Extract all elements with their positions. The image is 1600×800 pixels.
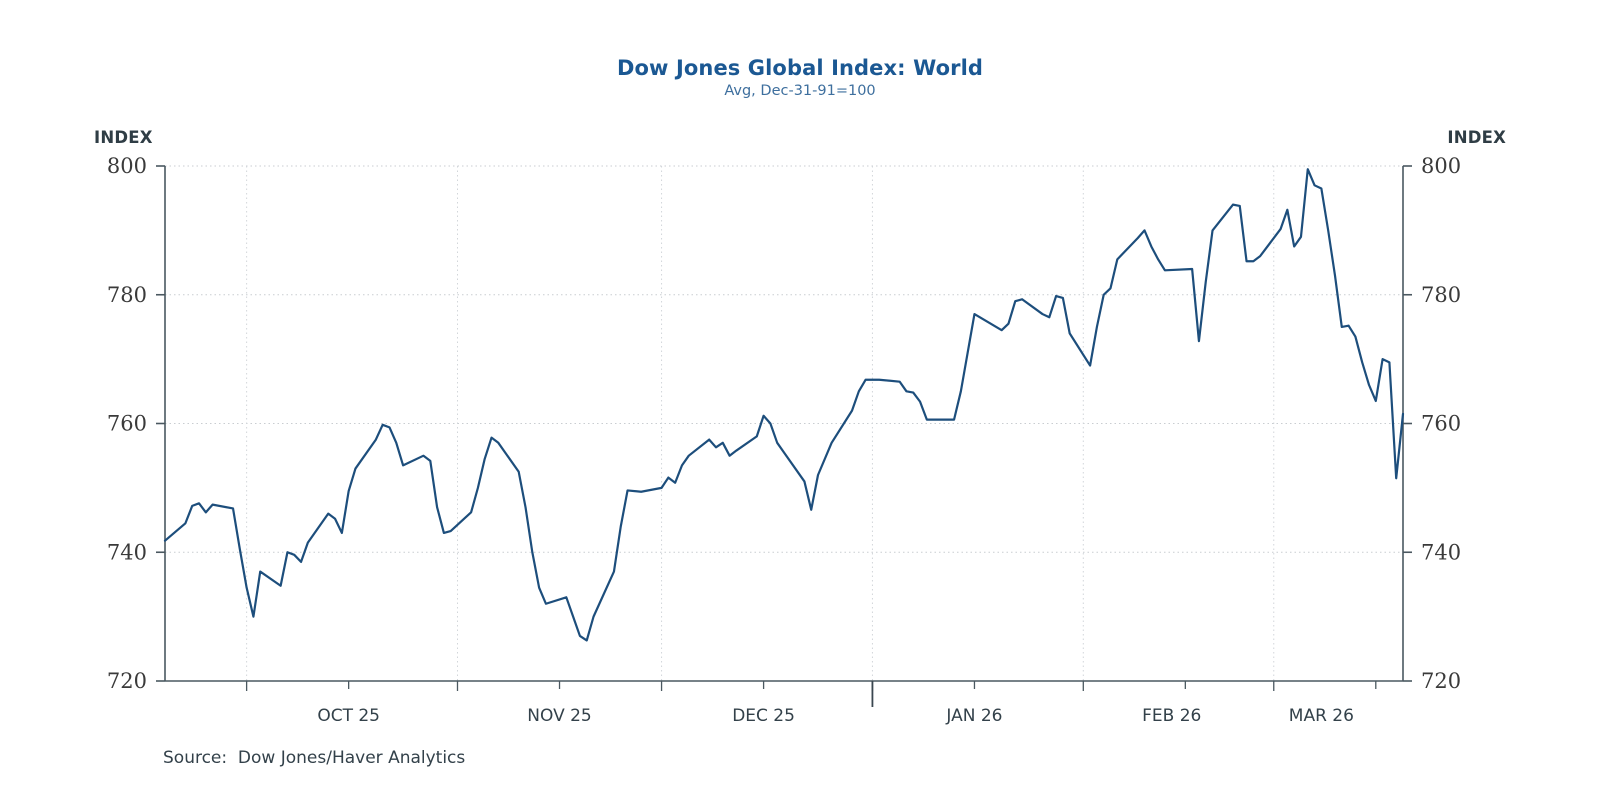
y-tick-label: 760 xyxy=(107,412,147,436)
data-series-layer xyxy=(163,168,1405,642)
y-tick-label: 800 xyxy=(107,154,147,178)
x-tick-label: MAR 26 xyxy=(1289,706,1354,726)
x-tick-label: NOV 25 xyxy=(527,706,591,726)
y-tick-label: 720 xyxy=(1421,669,1461,693)
source-note: Source: Dow Jones/Haver Analytics xyxy=(163,748,466,768)
right-axis-unit-label: INDEX xyxy=(1447,128,1506,147)
left-axis-unit-label: INDEX xyxy=(94,128,153,147)
y-tick-label: 760 xyxy=(1421,412,1461,436)
x-tick-label: FEB 26 xyxy=(1142,706,1201,726)
y-tick-label: 720 xyxy=(107,669,147,693)
title-block: Dow Jones Global Index: World Avg, Dec-3… xyxy=(0,56,1600,100)
data-line-series xyxy=(163,168,1405,642)
tick-label-layer: 720 720 740 740 760 760 780 780 800 800 OCT 25 NOV … xyxy=(107,154,1461,726)
y-tick-label: 740 xyxy=(107,540,147,564)
y-tick-label: 780 xyxy=(1421,283,1461,307)
chart-subtitle: Avg, Dec-31-91=100 xyxy=(724,83,876,100)
y-tick-label: 780 xyxy=(107,283,147,307)
x-tick-label: OCT 25 xyxy=(317,706,380,726)
y-tick-label: 800 xyxy=(1421,154,1461,178)
y-tick-label: 740 xyxy=(1421,540,1461,564)
x-tick-label: JAN 26 xyxy=(945,706,1002,726)
axis-layer xyxy=(156,165,1412,707)
x-tick-label: DEC 25 xyxy=(732,706,795,726)
page-title: Dow Jones Global Index: World xyxy=(616,56,983,80)
grid-layer xyxy=(165,165,1403,682)
